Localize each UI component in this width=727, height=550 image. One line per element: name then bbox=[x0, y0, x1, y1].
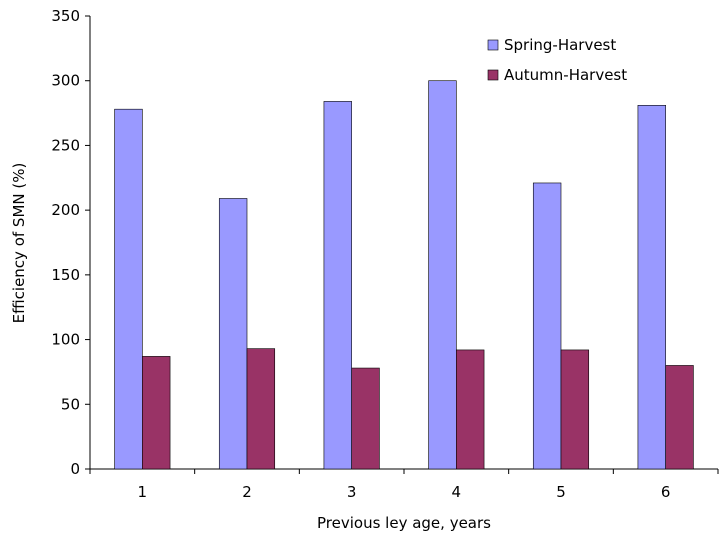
y-tick-label: 150 bbox=[51, 266, 80, 284]
bar bbox=[560, 349, 590, 470]
bar bbox=[142, 356, 171, 470]
x-tick-label: 6 bbox=[661, 483, 671, 501]
bar bbox=[246, 348, 276, 470]
bar bbox=[428, 80, 457, 470]
y-tick-label: 300 bbox=[51, 72, 80, 90]
legend-swatch bbox=[487, 69, 499, 81]
x-tick-label: 2 bbox=[242, 483, 252, 501]
legend-swatch bbox=[487, 39, 499, 51]
x-tick-label: 4 bbox=[452, 483, 462, 501]
bar bbox=[218, 198, 248, 470]
legend-label: Autumn-Harvest bbox=[504, 66, 627, 84]
x-tick-label: 3 bbox=[347, 483, 357, 501]
y-tick-label: 250 bbox=[51, 136, 80, 154]
bar bbox=[637, 105, 666, 470]
legend-label: Spring-Harvest bbox=[504, 36, 616, 54]
bar bbox=[114, 108, 143, 470]
y-tick-label: 200 bbox=[51, 201, 80, 219]
y-tick-label: 0 bbox=[70, 460, 80, 478]
bar bbox=[532, 182, 562, 470]
y-axis-label: Efficiency of SMN (%) bbox=[10, 163, 28, 324]
y-tick-label: 350 bbox=[51, 7, 80, 25]
bar bbox=[351, 367, 380, 470]
bar bbox=[665, 365, 694, 470]
x-axis-label: Previous ley age, years bbox=[317, 514, 491, 532]
bar bbox=[456, 349, 485, 470]
y-tick-label: 50 bbox=[61, 395, 80, 413]
bar bbox=[323, 101, 352, 470]
y-tick-label: 100 bbox=[51, 331, 80, 349]
x-tick-label: 1 bbox=[138, 483, 148, 501]
x-tick-label: 5 bbox=[556, 483, 566, 501]
